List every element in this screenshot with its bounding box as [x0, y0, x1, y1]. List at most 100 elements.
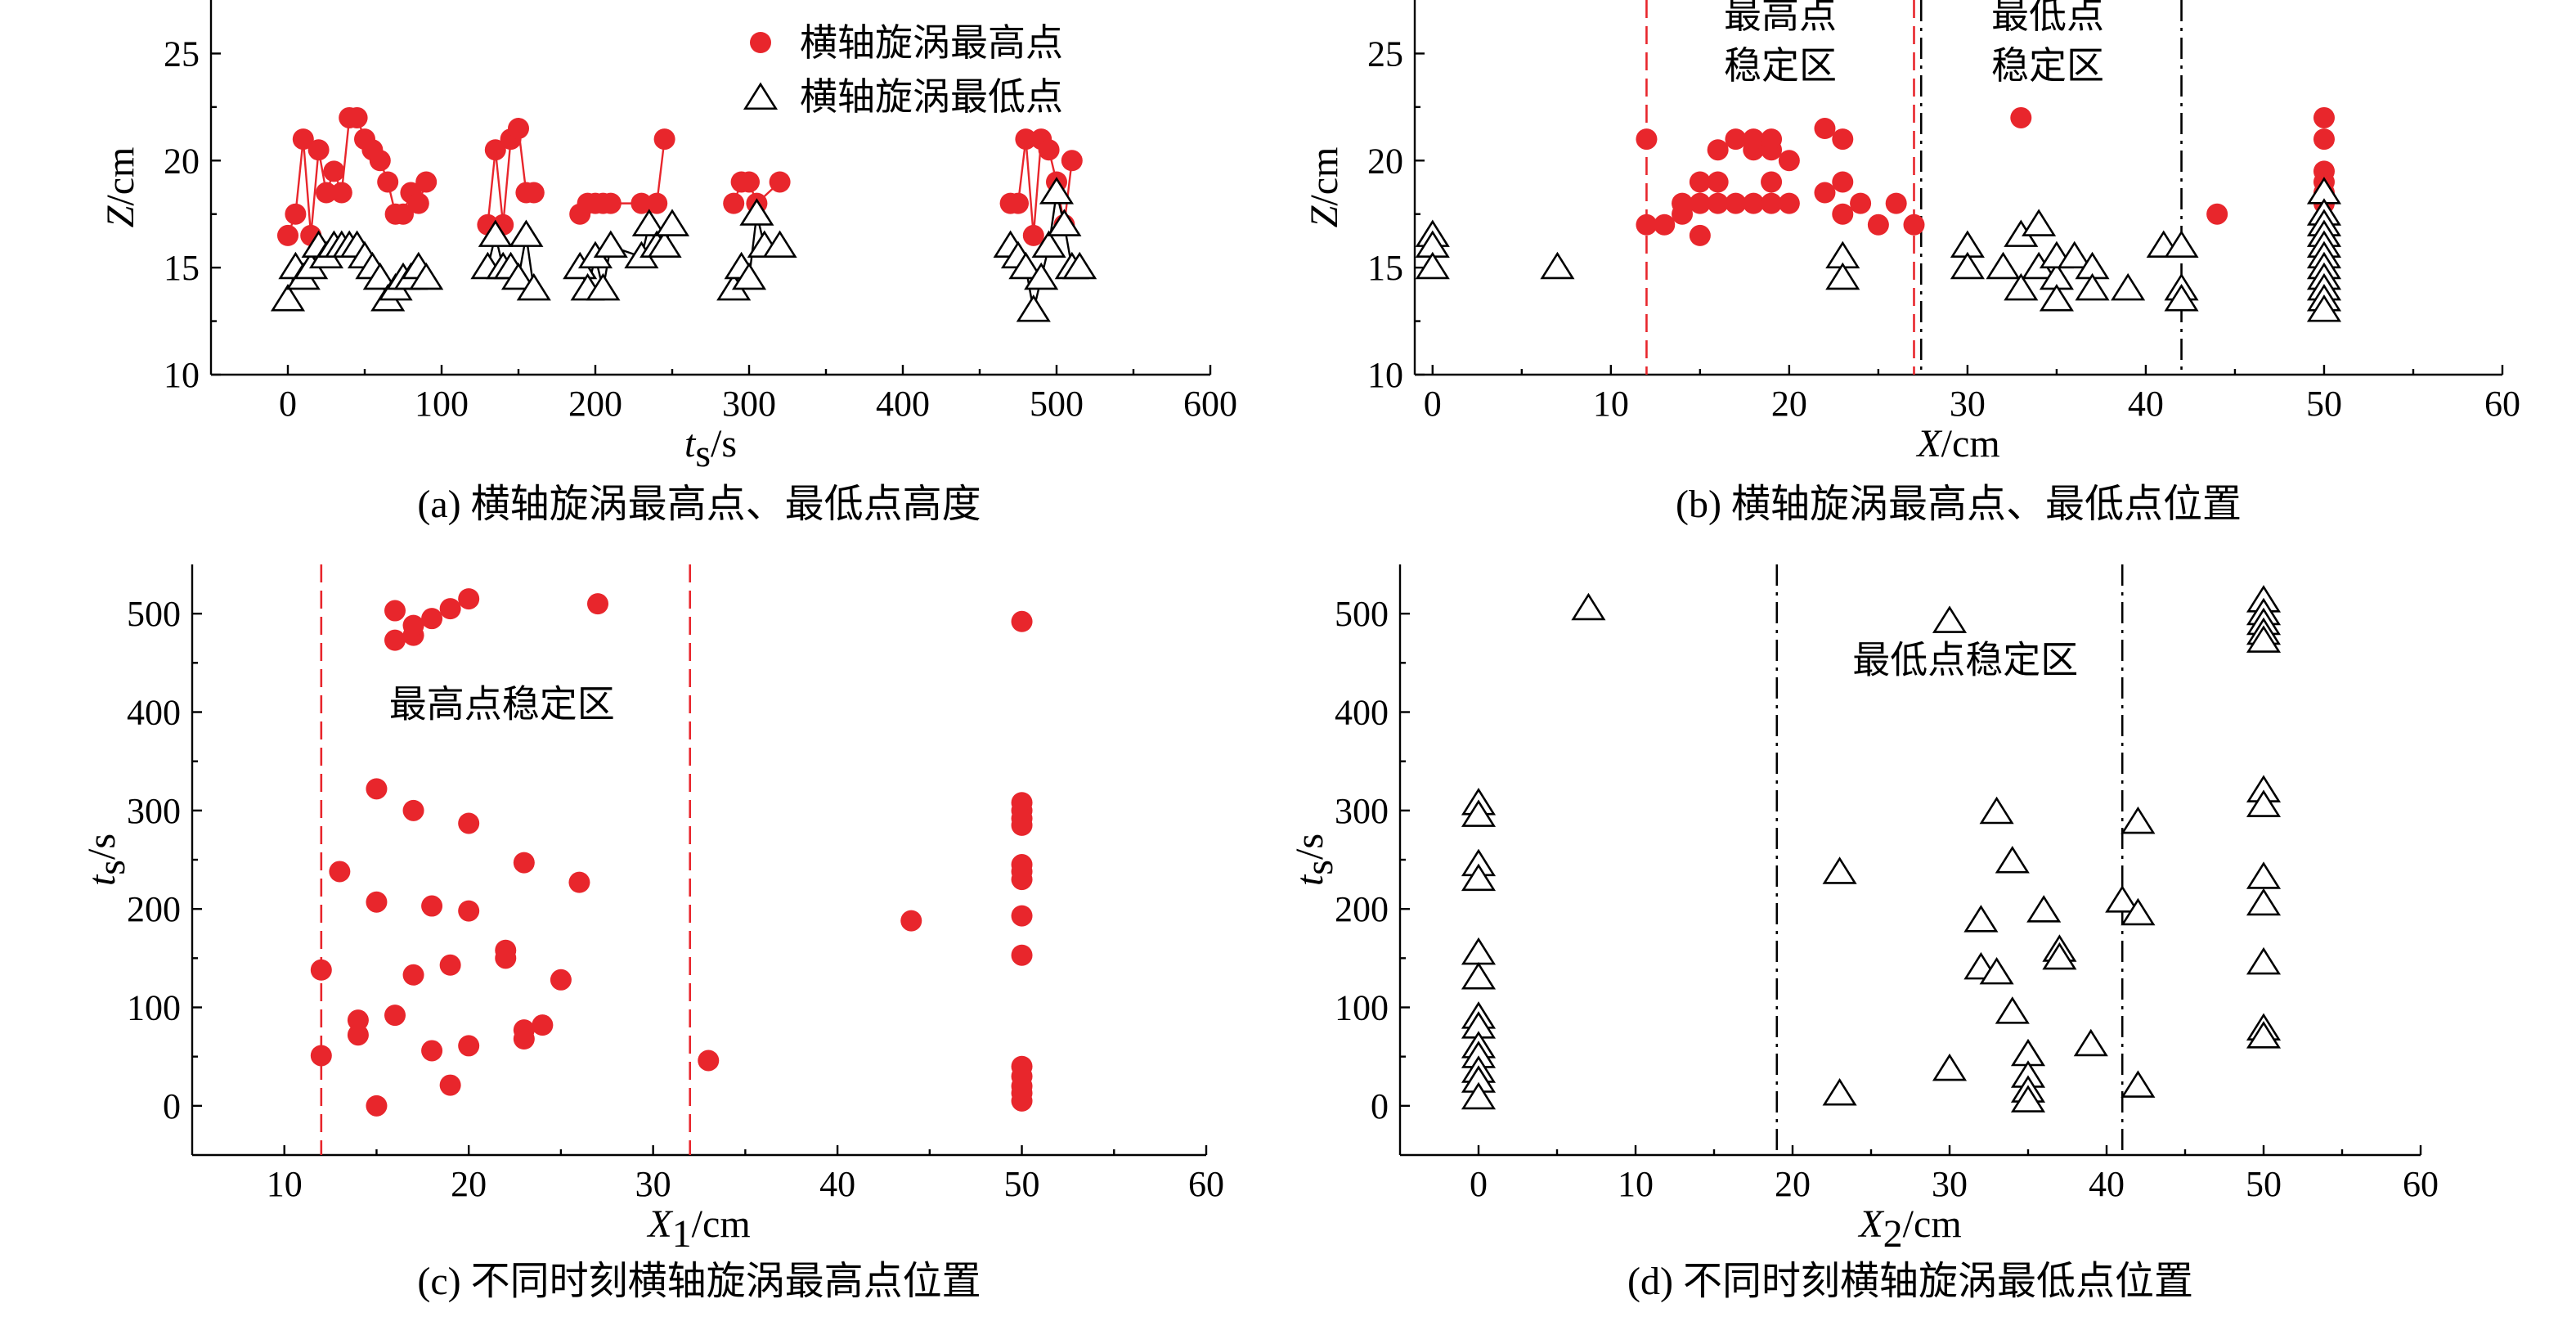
data-point: [1016, 294, 1051, 322]
y-tick-label: 25: [164, 34, 200, 74]
panel-caption: (a) 横轴旋涡最高点、最低点高度: [417, 483, 981, 526]
data-point: [2206, 203, 2228, 225]
data-point: [631, 209, 666, 236]
y-axis-label: Z/cm: [1303, 147, 1346, 228]
data-point: [369, 150, 391, 172]
data-point: [421, 895, 443, 917]
x-tick-label: 10: [1593, 384, 1629, 424]
x-tick-label: 10: [1618, 1164, 1654, 1204]
data-point: [587, 593, 608, 615]
data-point: [2039, 283, 2074, 312]
data-point: [458, 588, 480, 610]
data-point: [647, 230, 682, 258]
data-point: [1571, 592, 1606, 621]
data-point: [1743, 128, 1765, 151]
data-point: [310, 959, 332, 981]
data-point: [1825, 262, 1860, 290]
y-tick-label: 10: [164, 355, 200, 395]
data-point: [292, 128, 314, 151]
data-point: [2004, 272, 2039, 301]
series-high: [1636, 106, 2335, 246]
data-point: [739, 198, 774, 226]
data-point: [270, 283, 306, 312]
data-point: [1995, 845, 2030, 874]
data-point: [1950, 251, 1985, 280]
y-tick-label: 300: [127, 791, 181, 831]
data-point: [384, 1005, 406, 1027]
data-point: [1654, 214, 1676, 236]
data-point: [1672, 192, 1694, 214]
data-point: [384, 629, 406, 651]
data-point: [402, 799, 424, 821]
y-tick-label: 300: [1335, 791, 1389, 831]
region-annotation: 最高点稳定区: [389, 682, 615, 726]
data-point: [513, 1028, 535, 1050]
data-point: [1743, 192, 1765, 214]
data-point: [1707, 192, 1729, 214]
panel-caption: (d) 不同时刻横轴旋涡最低点位置: [1627, 1260, 2193, 1303]
data-point: [646, 192, 668, 214]
data-point: [1814, 118, 1836, 140]
data-point: [516, 272, 551, 301]
data-point: [484, 139, 506, 161]
data-point: [1778, 150, 1800, 172]
data-point: [532, 1014, 554, 1036]
y-tick-label: 10: [1367, 355, 1403, 395]
data-point: [1725, 192, 1747, 214]
data-point: [409, 262, 444, 290]
y-tick-label: 20: [1367, 141, 1403, 181]
data-point: [1461, 799, 1497, 827]
data-point: [377, 171, 399, 193]
y-tick-label: 200: [1335, 889, 1389, 929]
data-point: [1850, 192, 1872, 214]
data-point: [2246, 861, 2282, 889]
data-point: [1024, 262, 1059, 290]
data-point: [2120, 806, 2156, 834]
x-tick-label: 20: [1771, 384, 1807, 424]
data-point: [723, 192, 745, 214]
series-low: [270, 177, 1097, 322]
data-point: [2111, 272, 2146, 301]
data-point: [1761, 192, 1783, 214]
data-point: [1636, 214, 1658, 236]
data-point: [1979, 796, 2014, 825]
y-tick-label: 0: [163, 1086, 181, 1126]
data-point: [1461, 863, 1497, 892]
data-point: [509, 219, 544, 247]
panel-caption: (c) 不同时刻横轴旋涡最高点位置: [417, 1260, 981, 1303]
data-point: [1932, 1053, 1968, 1081]
y-tick-label: 500: [1335, 594, 1389, 634]
data-point: [2246, 888, 2282, 916]
data-point: [421, 608, 443, 630]
y-axis-label: Z/cm: [99, 147, 142, 228]
y-tick-label: 25: [1367, 34, 1403, 74]
region-annotation: 最高点: [1724, 0, 1837, 37]
data-point: [1814, 182, 1836, 204]
data-point: [2120, 1070, 2156, 1098]
data-point: [1461, 937, 1497, 965]
data-point: [2246, 789, 2282, 817]
data-point: [1015, 128, 1037, 151]
x-tick-label: 40: [819, 1164, 855, 1204]
y-tick-label: 400: [1335, 693, 1389, 733]
data-point: [1761, 171, 1783, 193]
data-point: [599, 192, 622, 214]
data-point: [415, 171, 438, 193]
data-point: [2010, 1085, 2046, 1112]
data-point: [366, 891, 388, 913]
y-tick-label: 15: [1367, 248, 1403, 288]
data-point: [1011, 1090, 1033, 1112]
data-point: [1636, 128, 1658, 151]
data-point: [1832, 128, 1854, 151]
region-annotation: 稳定区: [1724, 43, 1837, 88]
data-point: [366, 1095, 388, 1117]
y-tick-label: 20: [164, 141, 200, 181]
data-point: [1986, 251, 2021, 280]
region-annotation: 最低点: [1991, 0, 2104, 37]
data-point: [407, 192, 429, 214]
data-point: [402, 614, 424, 636]
data-point: [1022, 224, 1044, 246]
data-point: [508, 118, 529, 140]
data-point: [1725, 128, 1747, 151]
